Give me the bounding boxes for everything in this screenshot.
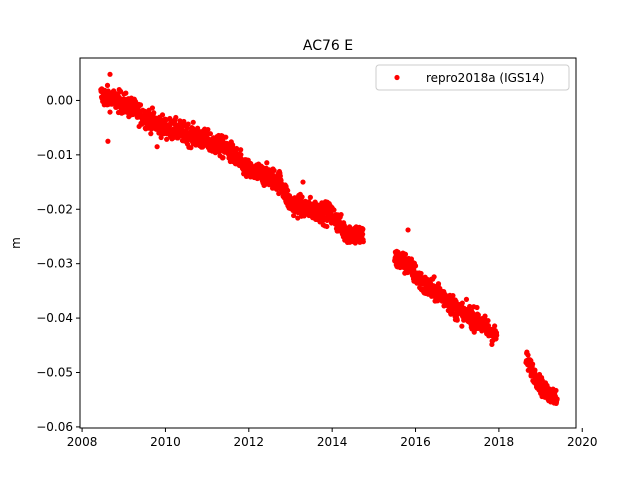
data-point (205, 126, 211, 133)
data-point (159, 112, 166, 118)
y-tick-label: −0.02 (36, 202, 73, 216)
data-point (485, 318, 491, 324)
data-point (474, 304, 480, 311)
data-point (554, 396, 560, 402)
data-point (230, 142, 236, 148)
data-point (149, 105, 156, 111)
data-point (137, 102, 144, 108)
y-tick-label: 0.00 (46, 93, 73, 107)
x-tick-label: 2018 (484, 435, 515, 449)
data-point (431, 274, 437, 280)
data-point (105, 138, 111, 144)
y-axis-label: m (9, 237, 23, 249)
x-tick-label: 2012 (234, 435, 265, 449)
x-tick-label: 2020 (567, 435, 598, 449)
data-point (300, 179, 306, 185)
data-point (107, 109, 113, 115)
legend: repro2018a (IGS14) (375, 64, 570, 91)
data-point (184, 125, 190, 131)
data-point (233, 145, 240, 152)
data-point (299, 194, 305, 200)
y-tick-label: −0.04 (36, 311, 73, 325)
data-point (532, 367, 538, 373)
data-point (418, 270, 424, 277)
data-point (338, 212, 344, 218)
data-point (553, 387, 559, 394)
axis-ticks: 2008 2010 2012 2014 2016 2018 2020 0.00 −0.01 −0.… (36, 93, 597, 449)
data-points (98, 71, 560, 406)
data-point (435, 281, 442, 287)
data-point (220, 155, 226, 161)
data-point (185, 121, 191, 127)
plot-area-frame (79, 57, 577, 429)
data-point (307, 194, 313, 200)
data-point (412, 263, 419, 269)
data-point (207, 131, 214, 137)
data-point (492, 323, 498, 329)
y-tick-label: −0.01 (36, 148, 73, 162)
data-point (360, 239, 366, 245)
data-point (188, 145, 194, 151)
data-point (123, 90, 129, 96)
data-point (151, 110, 157, 116)
data-point (238, 147, 244, 153)
data-point (223, 134, 229, 140)
legend-box (375, 64, 570, 91)
legend-label: repro2018a (IGS14) (426, 71, 544, 85)
x-tick-label: 2010 (150, 435, 181, 449)
data-point (459, 300, 465, 306)
data-point (450, 293, 456, 299)
data-point (154, 144, 160, 150)
x-tick-label: 2014 (317, 435, 348, 449)
data-point (482, 313, 488, 319)
data-point (148, 131, 154, 137)
data-point (173, 114, 179, 121)
data-point (331, 207, 337, 213)
y-tick-label: −0.06 (36, 420, 73, 434)
data-point (194, 125, 201, 131)
data-point (271, 167, 277, 174)
data-point (475, 312, 481, 318)
data-point (158, 134, 164, 141)
data-point (402, 251, 409, 257)
x-tick-label: 2016 (400, 435, 431, 449)
data-point (324, 223, 330, 230)
data-point (164, 136, 170, 142)
data-point (264, 160, 270, 166)
data-point (107, 71, 113, 77)
x-tick-label: 2008 (67, 435, 98, 449)
y-tick-label: −0.03 (36, 257, 73, 271)
legend-marker (394, 74, 400, 81)
data-point (530, 361, 536, 367)
y-tick-label: −0.05 (36, 366, 73, 380)
chart-title: AC76 E (303, 38, 353, 54)
data-point (467, 303, 473, 310)
data-point (494, 332, 500, 338)
data-point (459, 323, 465, 329)
data-point (360, 226, 366, 232)
data-point (190, 119, 196, 125)
data-point (405, 227, 411, 233)
data-point (104, 82, 111, 88)
data-point (454, 317, 460, 323)
data-point (525, 352, 531, 358)
data-point (291, 212, 297, 219)
data-point (463, 296, 470, 302)
data-point (238, 152, 244, 158)
data-point (285, 188, 291, 194)
data-point (360, 231, 366, 237)
